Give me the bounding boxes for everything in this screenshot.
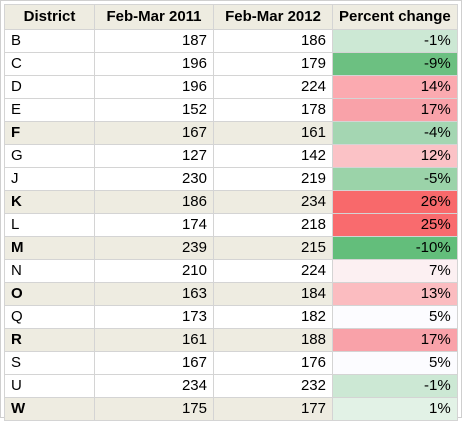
percent-change-cell[interactable]: 13%: [332, 282, 458, 306]
feb-mar-2012-cell[interactable]: 232: [213, 374, 333, 398]
table-row: B 187 186 -1%: [4, 29, 458, 53]
district-cell[interactable]: D: [4, 75, 95, 99]
feb-mar-2011-cell[interactable]: 127: [94, 144, 214, 168]
district-cell[interactable]: M: [4, 236, 95, 260]
feb-mar-2011-cell[interactable]: 234: [94, 374, 214, 398]
district-cell[interactable]: E: [4, 98, 95, 122]
table-row: O 163 184 13%: [4, 282, 458, 306]
percent-change-cell[interactable]: 5%: [332, 305, 458, 329]
percent-change-cell[interactable]: 17%: [332, 98, 458, 122]
percent-change-cell[interactable]: -10%: [332, 236, 458, 260]
district-cell[interactable]: W: [4, 397, 95, 421]
district-cell[interactable]: N: [4, 259, 95, 283]
table-row: F 167 161 -4%: [4, 121, 458, 145]
district-cell[interactable]: S: [4, 351, 95, 375]
feb-mar-2012-cell[interactable]: 179: [213, 52, 333, 76]
percent-change-cell[interactable]: -1%: [332, 29, 458, 53]
feb-mar-2011-cell[interactable]: 210: [94, 259, 214, 283]
district-cell[interactable]: C: [4, 52, 95, 76]
table-row: G 127 142 12%: [4, 144, 458, 168]
feb-mar-2012-cell[interactable]: 186: [213, 29, 333, 53]
table-row: R 161 188 17%: [4, 328, 458, 352]
header-district[interactable]: District: [4, 4, 95, 30]
table-row: E 152 178 17%: [4, 98, 458, 122]
percent-change-cell[interactable]: 26%: [332, 190, 458, 214]
table-row: Q 173 182 5%: [4, 305, 458, 329]
feb-mar-2012-cell[interactable]: 182: [213, 305, 333, 329]
district-cell[interactable]: K: [4, 190, 95, 214]
percent-change-cell[interactable]: -5%: [332, 167, 458, 191]
feb-mar-2012-cell[interactable]: 215: [213, 236, 333, 260]
feb-mar-2012-cell[interactable]: 234: [213, 190, 333, 214]
header-feb-mar-2012[interactable]: Feb-Mar 2012: [213, 4, 333, 30]
header-percent-change[interactable]: Percent change: [332, 4, 458, 30]
header-feb-mar-2011[interactable]: Feb-Mar 2011: [94, 4, 214, 30]
percent-change-cell[interactable]: 5%: [332, 351, 458, 375]
feb-mar-2012-cell[interactable]: 177: [213, 397, 333, 421]
feb-mar-2012-cell[interactable]: 224: [213, 259, 333, 283]
feb-mar-2011-cell[interactable]: 173: [94, 305, 214, 329]
feb-mar-2011-cell[interactable]: 196: [94, 52, 214, 76]
feb-mar-2011-cell[interactable]: 196: [94, 75, 214, 99]
district-cell[interactable]: Q: [4, 305, 95, 329]
feb-mar-2012-cell[interactable]: 161: [213, 121, 333, 145]
district-cell[interactable]: F: [4, 121, 95, 145]
header-row: District Feb-Mar 2011 Feb-Mar 2012 Perce…: [4, 4, 458, 30]
district-cell[interactable]: J: [4, 167, 95, 191]
feb-mar-2011-cell[interactable]: 152: [94, 98, 214, 122]
table-row: J 230 219 -5%: [4, 167, 458, 191]
percent-change-cell[interactable]: -9%: [332, 52, 458, 76]
table-row: S 167 176 5%: [4, 351, 458, 375]
district-cell[interactable]: B: [4, 29, 95, 53]
percent-change-cell[interactable]: 25%: [332, 213, 458, 237]
table-body: B 187 186 -1% C 196 179 -9% D 196 224 14% E 152 178 17%…: [4, 29, 458, 421]
feb-mar-2011-cell[interactable]: 187: [94, 29, 214, 53]
feb-mar-2012-cell[interactable]: 188: [213, 328, 333, 352]
percent-change-cell[interactable]: 1%: [332, 397, 458, 421]
feb-mar-2011-cell[interactable]: 230: [94, 167, 214, 191]
percent-change-cell[interactable]: 14%: [332, 75, 458, 99]
feb-mar-2011-cell[interactable]: 167: [94, 351, 214, 375]
percent-change-cell[interactable]: -1%: [332, 374, 458, 398]
table-row: U 234 232 -1%: [4, 374, 458, 398]
feb-mar-2012-cell[interactable]: 184: [213, 282, 333, 306]
feb-mar-2011-cell[interactable]: 174: [94, 213, 214, 237]
district-cell[interactable]: R: [4, 328, 95, 352]
percent-change-cell[interactable]: 17%: [332, 328, 458, 352]
table-row: L 174 218 25%: [4, 213, 458, 237]
table-row: N 210 224 7%: [4, 259, 458, 283]
feb-mar-2012-cell[interactable]: 224: [213, 75, 333, 99]
percent-change-cell[interactable]: -4%: [332, 121, 458, 145]
table-row: K 186 234 26%: [4, 190, 458, 214]
table-row: D 196 224 14%: [4, 75, 458, 99]
feb-mar-2012-cell[interactable]: 142: [213, 144, 333, 168]
table-row: C 196 179 -9%: [4, 52, 458, 76]
percent-change-cell[interactable]: 7%: [332, 259, 458, 283]
feb-mar-2011-cell[interactable]: 186: [94, 190, 214, 214]
feb-mar-2011-cell[interactable]: 163: [94, 282, 214, 306]
district-cell[interactable]: G: [4, 144, 95, 168]
feb-mar-2012-cell[interactable]: 178: [213, 98, 333, 122]
feb-mar-2012-cell[interactable]: 176: [213, 351, 333, 375]
table-row: W 175 177 1%: [4, 397, 458, 421]
feb-mar-2012-cell[interactable]: 219: [213, 167, 333, 191]
table-row: M 239 215 -10%: [4, 236, 458, 260]
district-table: District Feb-Mar 2011 Feb-Mar 2012 Perce…: [4, 4, 458, 421]
district-cell[interactable]: L: [4, 213, 95, 237]
feb-mar-2012-cell[interactable]: 218: [213, 213, 333, 237]
feb-mar-2011-cell[interactable]: 167: [94, 121, 214, 145]
feb-mar-2011-cell[interactable]: 239: [94, 236, 214, 260]
district-cell[interactable]: O: [4, 282, 95, 306]
percent-change-cell[interactable]: 12%: [332, 144, 458, 168]
district-cell[interactable]: U: [4, 374, 95, 398]
feb-mar-2011-cell[interactable]: 175: [94, 397, 214, 421]
feb-mar-2011-cell[interactable]: 161: [94, 328, 214, 352]
